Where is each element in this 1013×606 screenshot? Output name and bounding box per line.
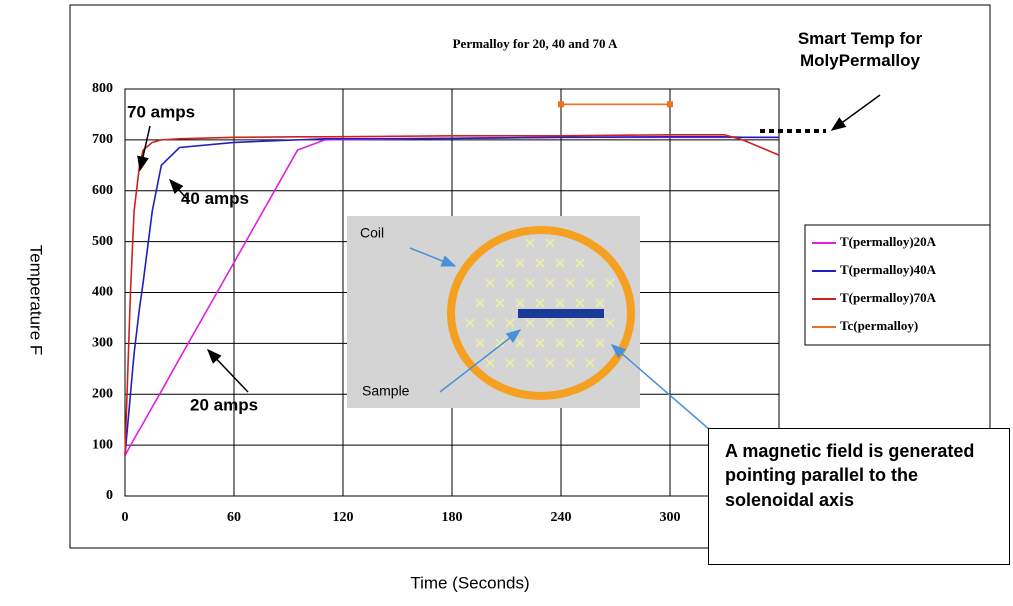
inset-label: Sample	[362, 383, 410, 399]
annotation: A magnetic field is generated pointing p…	[708, 428, 1010, 565]
x-tick-label: 180	[442, 510, 463, 525]
x-tick-label: 120	[333, 510, 354, 525]
legend-label: T(permalloy)20A	[840, 234, 937, 249]
legend-label: T(permalloy)40A	[840, 262, 937, 277]
annotation-box: A magnetic field is generated pointing p…	[708, 428, 1010, 565]
annotation-box: 40 amps	[180, 188, 250, 243]
x-axis-label: Time (Seconds)	[410, 573, 529, 592]
y-tick-label: 200	[92, 386, 113, 401]
inset-label: Coil	[360, 225, 384, 241]
y-tick-label: 300	[92, 336, 113, 351]
annotation: 70 amps	[127, 102, 195, 121]
legend-label: Tc(permalloy)	[840, 318, 918, 333]
annotation: Smart Temp for MolyPermalloy	[740, 28, 980, 72]
y-tick-label: 500	[92, 234, 113, 249]
point-marker	[558, 101, 564, 107]
y-tick-label: 100	[92, 437, 113, 452]
y-tick-label: 400	[92, 285, 113, 300]
legend-label: T(permalloy)70A	[840, 290, 937, 305]
x-tick-label: 0	[122, 510, 129, 525]
annotation: 40 amps	[180, 188, 250, 210]
sample	[518, 309, 604, 318]
chart: 0 100 200 300 400 500 600 700 800 0 60 120 180 240 300…	[0, 0, 1013, 601]
y-tick-label: 800	[92, 81, 113, 96]
y-axis-label: Temperature F	[27, 245, 46, 356]
y-tick-label: 0	[106, 488, 113, 503]
inset: Coil Sample	[347, 216, 640, 408]
x-tick-label: 240	[551, 510, 572, 525]
y-tick-label: 600	[92, 183, 113, 198]
annotation-box: Smart Temp for MolyPermalloy	[740, 28, 980, 88]
point-marker	[667, 101, 673, 107]
y-tick-label: 700	[92, 132, 113, 147]
x-tick-label: 300	[660, 510, 681, 525]
annotation: 20 amps	[190, 395, 258, 414]
chart-title: Permalloy for 20, 40 and 70 A	[453, 36, 618, 51]
x-tick-label: 60	[227, 510, 241, 525]
